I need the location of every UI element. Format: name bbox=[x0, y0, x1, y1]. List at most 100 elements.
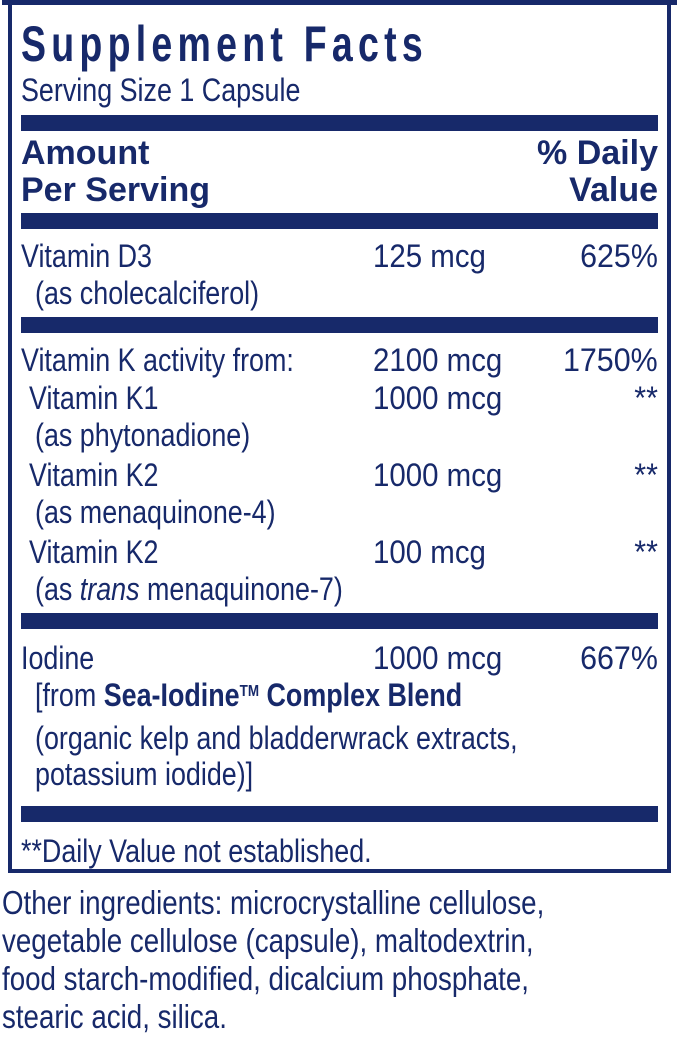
text-segment: potassium iodide)] bbox=[35, 756, 254, 792]
divider-bar bbox=[21, 213, 658, 229]
nutrient-amount-text: 125 mcg bbox=[373, 238, 486, 274]
nutrient-name: Vitamin K1 bbox=[21, 379, 373, 417]
divider-bar bbox=[21, 317, 658, 333]
nutrient-amount-text: 2100 mcg bbox=[373, 342, 503, 378]
daily-value-header: % Daily Value bbox=[537, 135, 658, 209]
nutrient-amount-text: 1000 mcg bbox=[373, 457, 503, 493]
supplement-facts-panel: Supplement Facts Serving Size 1 Capsule … bbox=[8, 3, 671, 873]
nutrient-name: Vitamin D3 bbox=[21, 237, 373, 275]
nutrient-amount: 125 mcg bbox=[373, 237, 576, 275]
nutrient-subline-text: [from Sea-IodineTM Complex Blend bbox=[35, 677, 462, 720]
panel-title: Supplement Facts bbox=[21, 17, 658, 71]
nutrient-daily-value: 625% bbox=[576, 237, 658, 275]
nutrient-amount: 1000 mcg bbox=[373, 379, 633, 417]
other-ingredients-line: Other ingredients: microcrystalline cell… bbox=[2, 884, 679, 922]
daily-value-header-line1: % Daily bbox=[537, 134, 658, 172]
nutrient-name-text: Vitamin K2 bbox=[29, 534, 159, 570]
nutrient-amount: 2100 mcg bbox=[373, 341, 558, 379]
table-header: Amount Per Serving % Daily Value bbox=[21, 135, 658, 209]
nutrient-subline-text: potassium iodide)] bbox=[35, 756, 253, 792]
other-ingredients-line-text: food starch-modified, dicalcium phosphat… bbox=[2, 960, 529, 997]
nutrient-subline: (as trans menaquinone-7) bbox=[21, 571, 658, 607]
nutrient-subline-text: (as phytonadione) bbox=[35, 417, 250, 453]
other-ingredients: Other ingredients: microcrystalline cell… bbox=[2, 884, 679, 1036]
text-segment: [from bbox=[35, 677, 104, 713]
text-segment: Complex Blend bbox=[259, 677, 463, 713]
nutrient-row: Vitamin K activity from: 2100 mcg 1750% bbox=[21, 341, 658, 379]
nutrient-amount-text: 1000 mcg bbox=[373, 640, 503, 676]
serving-size-text: Serving Size 1 Capsule bbox=[21, 72, 301, 108]
nutrient-daily-value-text: ** bbox=[634, 534, 658, 570]
nutrient-daily-value-text: ** bbox=[634, 457, 658, 493]
nutrient-daily-value-text: ** bbox=[634, 380, 658, 416]
nutrient-name-text: Vitamin D3 bbox=[21, 238, 152, 274]
panel-title-text: Supplement Facts bbox=[21, 16, 428, 72]
nutrient-name-text: Vitamin K activity from: bbox=[21, 342, 294, 378]
amount-header-line1: Amount bbox=[21, 134, 150, 172]
text-segment: trans bbox=[79, 571, 140, 607]
nutrient-amount-text: 1000 mcg bbox=[373, 380, 503, 416]
nutrient-daily-value-text: 1750% bbox=[563, 342, 658, 378]
nutrient-amount: 1000 mcg bbox=[373, 456, 633, 494]
nutrient-name-text: Vitamin K2 bbox=[29, 457, 159, 493]
nutrient-row: Vitamin D3 125 mcg 625% bbox=[21, 237, 658, 275]
nutrient-daily-value: 1750% bbox=[558, 341, 658, 379]
nutrient-row: Vitamin K1 1000 mcg ** bbox=[21, 379, 658, 417]
nutrient-amount: 1000 mcg bbox=[373, 639, 576, 677]
nutrient-daily-value-text: 625% bbox=[580, 238, 658, 274]
amount-header-line2: Per Serving bbox=[21, 171, 210, 209]
daily-value-footnote: **Daily Value not established. bbox=[21, 832, 658, 869]
nutrient-name: Iodine bbox=[21, 639, 373, 677]
nutrient-name-text: Iodine bbox=[21, 640, 95, 676]
other-ingredients-line-text: Other ingredients: microcrystalline cell… bbox=[2, 884, 545, 921]
text-segment: (as cholecalciferol) bbox=[35, 275, 260, 311]
nutrient-subline: [from Sea-IodineTM Complex Blend bbox=[21, 677, 658, 720]
nutrient-subline: (as cholecalciferol) bbox=[21, 275, 658, 311]
text-segment: (as bbox=[35, 571, 80, 607]
nutrient-amount-text: 100 mcg bbox=[373, 534, 486, 570]
other-ingredients-line: vegetable cellulose (capsule), maltodext… bbox=[2, 922, 679, 960]
nutrient-section-vitamin-k: Vitamin K activity from: 2100 mcg 1750% Vit… bbox=[21, 341, 658, 607]
nutrient-subline: (as phytonadione) bbox=[21, 417, 658, 453]
nutrient-subline: (organic kelp and bladderwrack extracts, bbox=[21, 720, 658, 756]
text-segment: Sea-Iodine bbox=[103, 677, 240, 713]
text-segment: (as menaquinone-4) bbox=[35, 494, 276, 530]
other-ingredients-line-text: stearic acid, silica. bbox=[2, 998, 227, 1035]
other-ingredients-line-text: vegetable cellulose (capsule), maltodext… bbox=[2, 922, 534, 959]
nutrient-daily-value: ** bbox=[633, 533, 658, 571]
nutrient-daily-value: ** bbox=[633, 456, 658, 494]
divider-bar bbox=[21, 115, 658, 131]
nutrient-name-text: Vitamin K1 bbox=[29, 380, 159, 416]
nutrient-name: Vitamin K2 bbox=[21, 533, 373, 571]
nutrient-subline-text: (as trans menaquinone-7) bbox=[35, 571, 343, 607]
text-segment: menaquinone-7) bbox=[139, 571, 343, 607]
nutrient-name: Vitamin K activity from: bbox=[21, 341, 373, 379]
nutrient-subline-text: (as cholecalciferol) bbox=[35, 275, 259, 311]
text-segment: (as phytonadione) bbox=[35, 417, 251, 453]
nutrient-subline-text: (as menaquinone-4) bbox=[35, 494, 276, 530]
nutrient-amount: 100 mcg bbox=[373, 533, 633, 571]
daily-value-header-line2: Value bbox=[569, 171, 658, 209]
nutrient-daily-value: ** bbox=[633, 379, 658, 417]
daily-value-footnote-text: **Daily Value not established. bbox=[21, 833, 372, 869]
divider-bar bbox=[21, 613, 658, 629]
text-segment: TM bbox=[239, 683, 260, 701]
nutrient-name: Vitamin K2 bbox=[21, 456, 373, 494]
nutrient-subline-text: (organic kelp and bladderwrack extracts, bbox=[35, 720, 518, 756]
nutrient-daily-value: 667% bbox=[576, 639, 658, 677]
nutrient-subline: potassium iodide)] bbox=[21, 756, 658, 792]
nutrient-row: Iodine 1000 mcg 667% bbox=[21, 639, 658, 677]
nutrient-subline: (as menaquinone-4) bbox=[21, 494, 658, 530]
amount-per-serving-header: Amount Per Serving bbox=[21, 135, 210, 209]
other-ingredients-line: food starch-modified, dicalcium phosphat… bbox=[2, 960, 679, 998]
text-segment: (organic kelp and bladderwrack extracts, bbox=[35, 720, 518, 756]
nutrient-row: Vitamin K2 1000 mcg ** bbox=[21, 456, 658, 494]
nutrient-daily-value-text: 667% bbox=[580, 640, 658, 676]
divider-bar bbox=[21, 806, 658, 822]
serving-size: Serving Size 1 Capsule bbox=[21, 71, 658, 109]
top-edge-bar bbox=[2, 0, 677, 5]
nutrient-section-vitamin-d: Vitamin D3 125 mcg 625% (as cholecalciferol… bbox=[21, 237, 658, 311]
nutrient-section-iodine: Iodine 1000 mcg 667% [from Sea-IodineTM Com… bbox=[21, 639, 658, 792]
other-ingredients-line: stearic acid, silica. bbox=[2, 998, 679, 1036]
nutrient-row: Vitamin K2 100 mcg ** bbox=[21, 533, 658, 571]
